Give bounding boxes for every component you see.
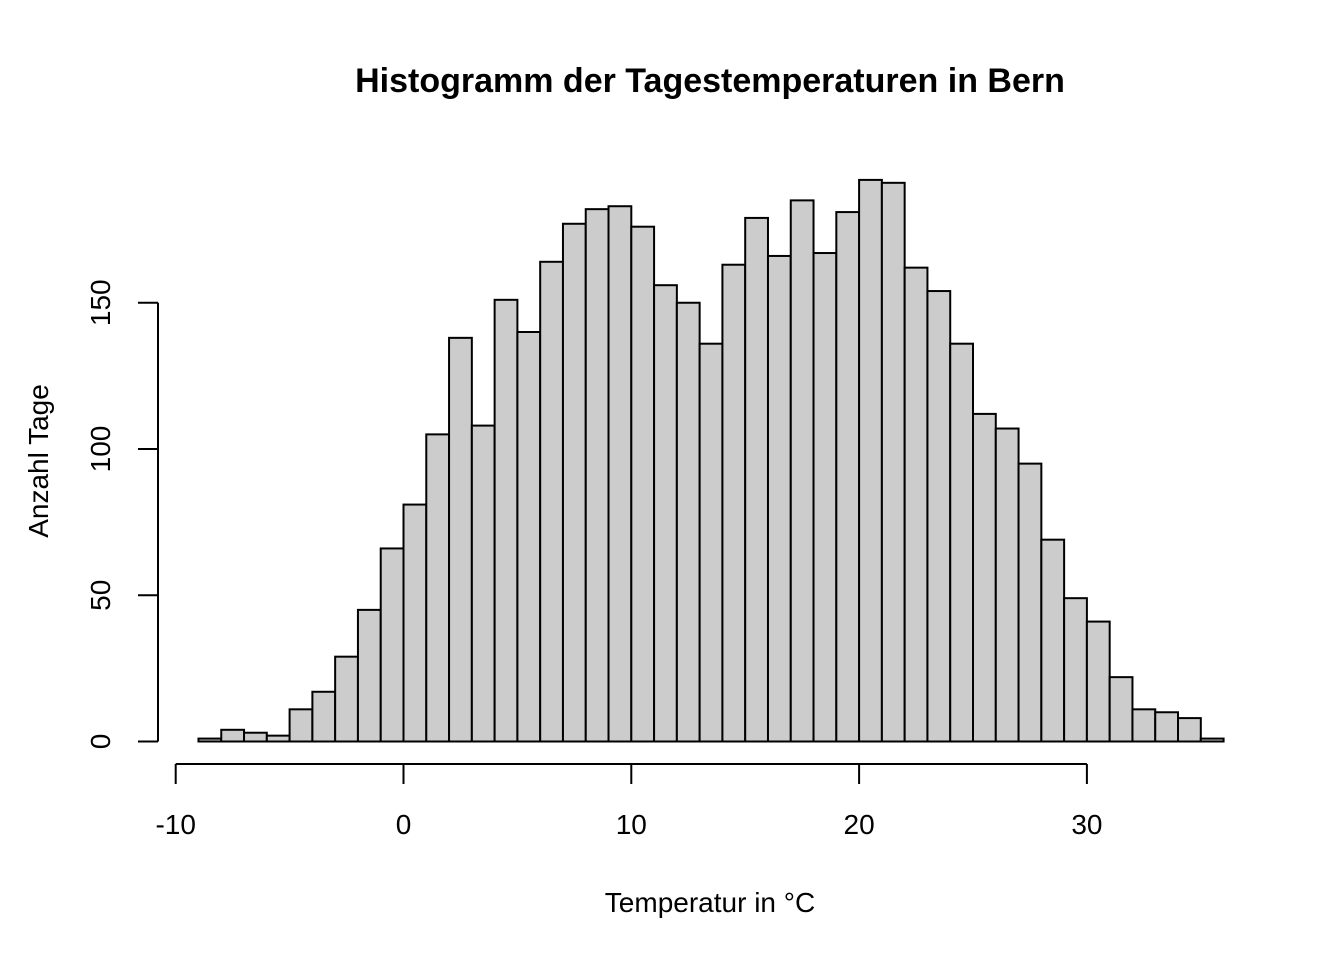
histogram-bar	[402, 503, 428, 743]
histogram-bar	[516, 331, 542, 743]
histogram-bar	[493, 298, 519, 743]
histogram-bar	[926, 290, 952, 743]
x-tick-label: 0	[396, 809, 412, 840]
histogram-bar	[880, 181, 906, 743]
histogram-bar	[243, 731, 268, 743]
histogram-bar	[1063, 597, 1088, 743]
x-tick-label: 20	[844, 809, 875, 840]
histogram-bar	[675, 301, 701, 743]
histogram-bar	[858, 178, 883, 743]
histogram-bar	[835, 211, 861, 743]
histogram-bar	[448, 336, 473, 743]
y-axis: 0 50 100 150	[85, 279, 159, 750]
histogram-bar	[584, 208, 610, 743]
histogram-bar	[311, 690, 337, 743]
histogram-bar	[630, 225, 656, 743]
x-axis-label: Temperatur in °C	[605, 887, 815, 918]
histogram-bar	[721, 263, 747, 743]
y-tick-label: 50	[85, 580, 116, 611]
histogram-bar	[766, 254, 792, 743]
histogram-bar	[949, 342, 974, 743]
y-axis-label: Anzahl Tage	[23, 384, 54, 538]
x-tick-label: 10	[616, 809, 647, 840]
histogram-bar	[470, 424, 496, 743]
y-tick-label: 150	[85, 279, 116, 326]
histogram-bar	[972, 412, 997, 743]
histogram-bar	[334, 655, 359, 743]
histogram-bar	[698, 342, 724, 743]
histogram-bar	[265, 734, 291, 743]
histogram-bar	[1199, 737, 1225, 743]
histogram-bar	[607, 205, 633, 743]
histogram-bar	[789, 199, 815, 743]
histogram-bar	[197, 737, 223, 743]
histogram-bar	[1131, 708, 1157, 743]
y-tick-label: 100	[85, 426, 116, 473]
histogram-bar	[994, 427, 1020, 743]
histogram-bar	[425, 433, 451, 743]
histogram-bar	[1017, 462, 1043, 743]
histogram-bar	[1108, 676, 1134, 743]
histogram-bar	[379, 547, 405, 743]
y-tick-label: 0	[85, 734, 116, 750]
bars-group	[197, 178, 1225, 743]
x-tick-label: 30	[1071, 809, 1102, 840]
histogram-bar	[356, 608, 382, 743]
histogram-bar	[288, 708, 314, 743]
chart-title: Histogramm der Tagestemperaturen in Bern	[355, 62, 1065, 100]
x-tick-label: -10	[155, 809, 195, 840]
histogram-bar	[812, 252, 838, 743]
histogram-bar	[1177, 717, 1202, 743]
histogram-bar	[744, 216, 769, 743]
histogram-bar	[653, 284, 678, 743]
histogram-bar	[220, 728, 246, 743]
histogram-bar	[539, 260, 564, 743]
histogram-bar	[561, 222, 587, 743]
x-axis: -10 0 10 20 30	[155, 763, 1102, 840]
histogram-bar	[1154, 711, 1180, 743]
histogram-bar	[1085, 620, 1111, 743]
histogram-bar	[1040, 538, 1066, 743]
histogram-bar	[903, 266, 929, 743]
